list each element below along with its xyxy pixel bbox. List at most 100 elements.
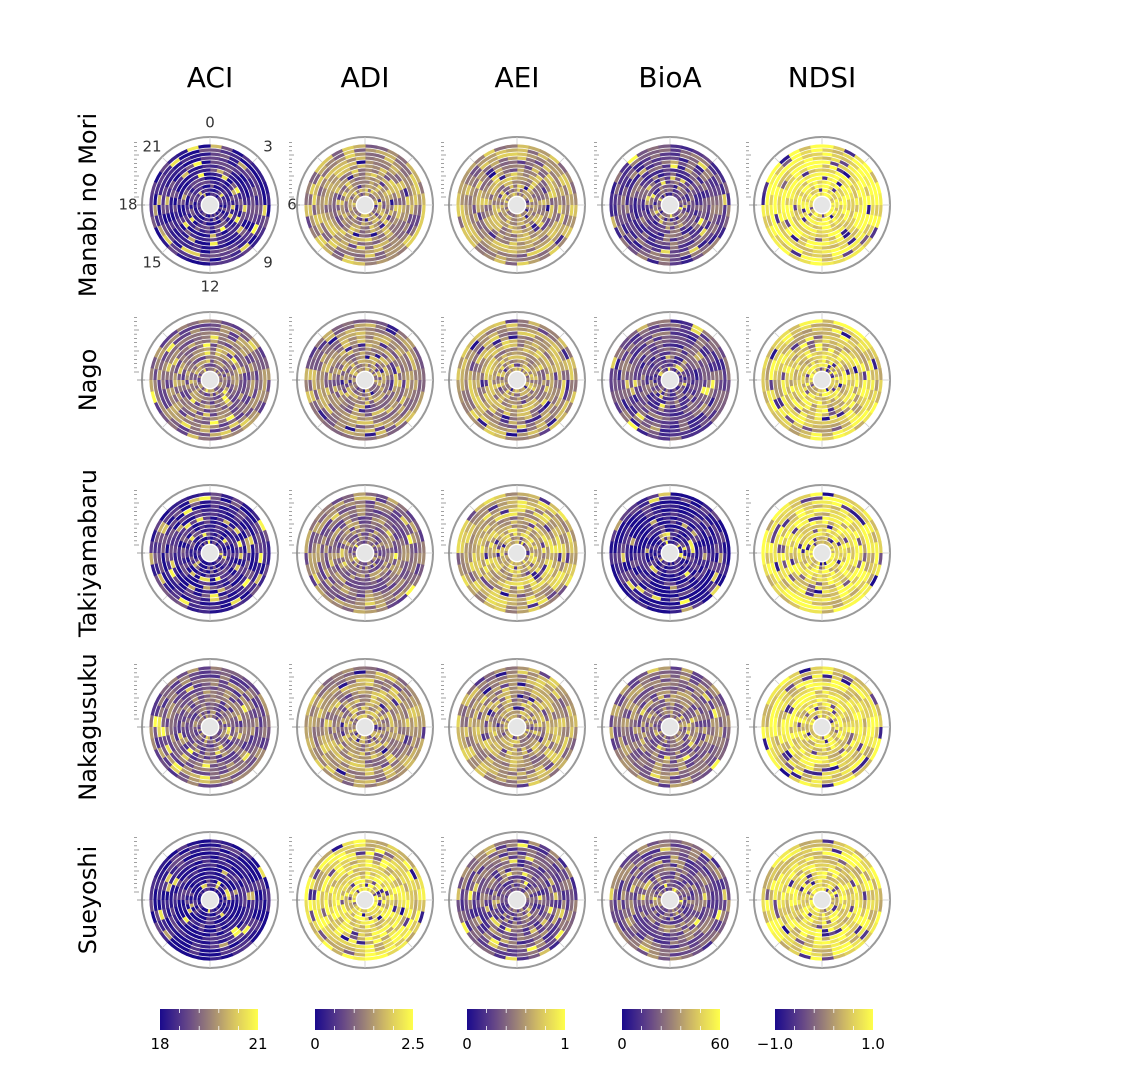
heatmap-cell	[365, 184, 370, 188]
heatmap-cell	[327, 173, 337, 182]
heatmap-cell	[811, 428, 822, 433]
heatmap-cell	[209, 257, 222, 262]
heatmap-cell	[380, 187, 386, 194]
heatmap-cell	[501, 165, 511, 171]
heatmap-cell	[479, 239, 490, 249]
heatmap-cell	[526, 205, 530, 208]
heatmap-cell	[504, 202, 508, 205]
heatmap-cell	[185, 199, 190, 205]
heatmap-cell	[401, 197, 406, 206]
heatmap-cell	[377, 171, 386, 178]
heatmap-cell	[694, 199, 699, 206]
heatmap-cell	[821, 233, 829, 238]
heatmap-cell	[496, 222, 503, 229]
heatmap-cell	[341, 184, 348, 191]
heatmap-cell	[385, 205, 390, 211]
heatmap-cell	[530, 236, 540, 243]
heatmap-cell	[166, 245, 179, 256]
heatmap-cell	[569, 205, 574, 217]
heatmap-cell	[344, 187, 351, 194]
heatmap-cell	[676, 196, 681, 200]
heatmap-cell	[469, 234, 480, 246]
heatmap-cell	[538, 252, 551, 262]
polar-plot-aei-0	[441, 136, 586, 274]
heatmap-cell	[209, 432, 222, 437]
heatmap-cell	[215, 216, 220, 221]
heatmap-cell	[166, 212, 172, 223]
heatmap-cell	[523, 196, 528, 200]
heatmap-cell	[649, 196, 654, 202]
heatmap-cell	[699, 157, 711, 168]
heatmap-cell	[460, 226, 470, 239]
heatmap-cell	[561, 380, 566, 390]
heatmap-cell	[181, 199, 186, 205]
heatmap-cell	[209, 241, 218, 246]
heatmap-cell	[247, 222, 255, 233]
heatmap-cell	[817, 359, 823, 363]
heatmap-cell	[696, 225, 704, 234]
heatmap-cell	[658, 319, 671, 324]
heatmap-cell	[345, 211, 351, 217]
heatmap-cell	[765, 193, 770, 205]
heatmap-cell	[660, 224, 666, 230]
heatmap-cell	[228, 228, 236, 236]
heatmap-cell	[482, 236, 492, 246]
heatmap-cell	[385, 200, 390, 206]
heatmap-cell	[173, 197, 178, 205]
heatmap-cell	[182, 221, 190, 229]
heatmap-cell	[658, 432, 670, 437]
heatmap-cell	[682, 232, 691, 239]
hour-label: 6	[287, 196, 297, 214]
heatmap-cell	[219, 226, 226, 232]
heatmap-cell	[544, 210, 549, 218]
heatmap-cell	[476, 204, 481, 213]
heatmap-cell	[486, 186, 493, 194]
heatmap-cell	[161, 379, 166, 390]
heatmap-cell	[561, 205, 566, 215]
heatmap-cell	[821, 253, 833, 258]
heatmap-cell	[797, 204, 802, 210]
heatmap-cell	[653, 201, 657, 205]
heatmap-cell	[210, 339, 219, 344]
heatmap-cell	[241, 154, 254, 165]
heatmap-cell	[507, 189, 512, 194]
hour-label: 18	[118, 196, 137, 214]
heatmap-cell	[181, 209, 187, 216]
heatmap-cell	[352, 172, 360, 178]
heatmap-cell	[169, 157, 181, 168]
heatmap-cell	[822, 176, 828, 181]
heatmap-cell	[502, 235, 511, 241]
heatmap-cell	[679, 153, 691, 160]
heatmap-cell	[682, 190, 688, 196]
heatmap-cell	[530, 222, 538, 229]
heatmap-cell	[262, 205, 267, 217]
heatmap-cell	[493, 177, 501, 185]
heatmap-cell	[205, 355, 211, 360]
heatmap-cell	[233, 194, 239, 201]
heatmap-cell	[789, 385, 795, 393]
heatmap-cell	[531, 193, 537, 199]
heatmap-cell	[499, 161, 510, 167]
heatmap-cell	[332, 204, 337, 212]
heatmap-cell	[394, 242, 406, 253]
heatmap-cell	[532, 239, 542, 247]
heatmap-cell	[543, 176, 551, 185]
heatmap-cell	[200, 597, 210, 602]
heatmap-cell	[209, 237, 218, 242]
heatmap-cell	[205, 184, 211, 188]
heatmap-cell	[634, 190, 640, 199]
heatmap-cell	[551, 167, 562, 178]
heatmap-cell	[821, 249, 832, 254]
heatmap-cell	[333, 233, 342, 243]
heatmap-cell	[209, 577, 216, 582]
heatmap-cell	[212, 217, 217, 222]
column-title: ADI	[341, 61, 390, 94]
hour-label: 12	[200, 278, 219, 296]
heatmap-cell	[386, 252, 399, 262]
heatmap-cell	[822, 144, 835, 149]
heatmap-cell	[308, 368, 313, 380]
heatmap-cell	[533, 208, 538, 214]
heatmap-cell	[504, 200, 509, 204]
heatmap-cell	[870, 369, 875, 381]
heatmap-cell	[186, 218, 193, 226]
